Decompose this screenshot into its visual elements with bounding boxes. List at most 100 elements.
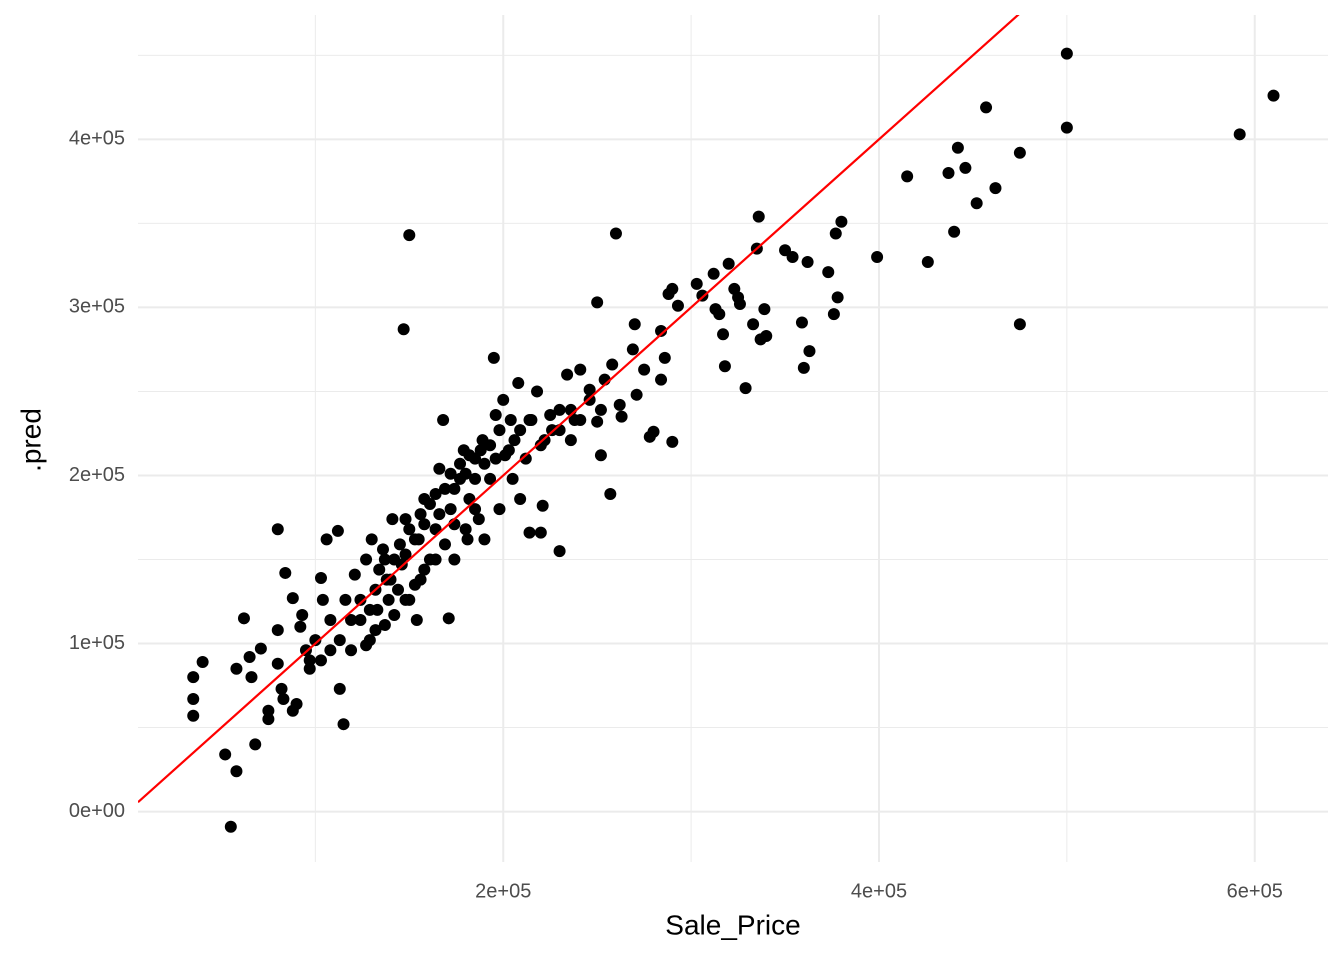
point (408, 578, 421, 591)
point (512, 377, 525, 390)
point (303, 662, 316, 675)
point (459, 523, 472, 536)
point (277, 692, 290, 705)
point (506, 472, 519, 485)
point (534, 439, 547, 452)
point (429, 487, 442, 500)
point (594, 449, 607, 462)
point (309, 634, 322, 647)
point (469, 472, 482, 485)
point (647, 425, 660, 438)
point (337, 718, 350, 731)
point (279, 566, 292, 579)
point (339, 593, 352, 606)
point (314, 571, 327, 584)
point (519, 452, 532, 465)
point (801, 256, 814, 269)
point (606, 358, 619, 371)
point (472, 513, 485, 526)
point (388, 608, 401, 621)
point (829, 227, 842, 240)
point (454, 457, 467, 470)
point (331, 524, 344, 537)
point (553, 545, 566, 558)
point (363, 603, 376, 616)
point (487, 351, 500, 364)
point (690, 277, 703, 290)
point (463, 449, 476, 462)
point (444, 467, 457, 480)
point (1233, 128, 1246, 141)
point (442, 612, 455, 625)
point (1267, 89, 1280, 102)
point (376, 543, 389, 556)
point (970, 197, 983, 210)
point (254, 642, 267, 655)
point (249, 738, 262, 751)
point (303, 654, 316, 667)
point (871, 251, 884, 263)
point (316, 593, 329, 606)
point (399, 593, 412, 606)
point (448, 482, 461, 495)
point (609, 227, 622, 240)
point (536, 499, 549, 512)
point (444, 503, 457, 516)
point (655, 373, 668, 386)
point (392, 583, 405, 596)
point (630, 388, 643, 401)
point (360, 639, 373, 652)
point (286, 592, 299, 605)
y-tick-label: 1e+05 (69, 632, 125, 654)
point (478, 457, 491, 470)
point (408, 533, 421, 546)
point (429, 553, 442, 566)
point (574, 363, 587, 376)
point (583, 383, 596, 396)
point (1013, 146, 1026, 159)
point (414, 508, 427, 521)
point (237, 612, 250, 625)
point (655, 324, 668, 337)
point (230, 662, 243, 675)
point (574, 414, 587, 427)
point (345, 644, 358, 657)
point (739, 382, 752, 395)
point (384, 573, 397, 586)
point (758, 303, 771, 316)
point (1013, 318, 1026, 331)
point (752, 210, 765, 223)
point (243, 650, 256, 663)
point (378, 619, 391, 632)
point (707, 267, 720, 280)
point (333, 682, 346, 695)
point (219, 748, 232, 761)
point (722, 257, 735, 270)
point (831, 291, 844, 304)
point (324, 614, 337, 626)
point (499, 449, 512, 462)
point (531, 385, 544, 398)
y-tick-label: 4e+05 (69, 128, 125, 150)
point (835, 215, 848, 228)
point (459, 467, 472, 480)
x-axis-title: Sale_Price (665, 909, 800, 940)
point (403, 523, 416, 536)
point (386, 513, 399, 526)
point (271, 657, 284, 670)
point (942, 166, 955, 179)
point (564, 434, 577, 447)
y-tick-label: 3e+05 (69, 296, 125, 318)
point (474, 444, 487, 457)
point (493, 424, 506, 437)
point (760, 329, 773, 342)
plot-panel (138, 15, 1280, 833)
point (354, 593, 367, 606)
point (320, 533, 333, 546)
point (980, 101, 993, 114)
point (604, 487, 617, 500)
point (544, 408, 557, 421)
point (733, 298, 746, 311)
point (534, 526, 547, 539)
